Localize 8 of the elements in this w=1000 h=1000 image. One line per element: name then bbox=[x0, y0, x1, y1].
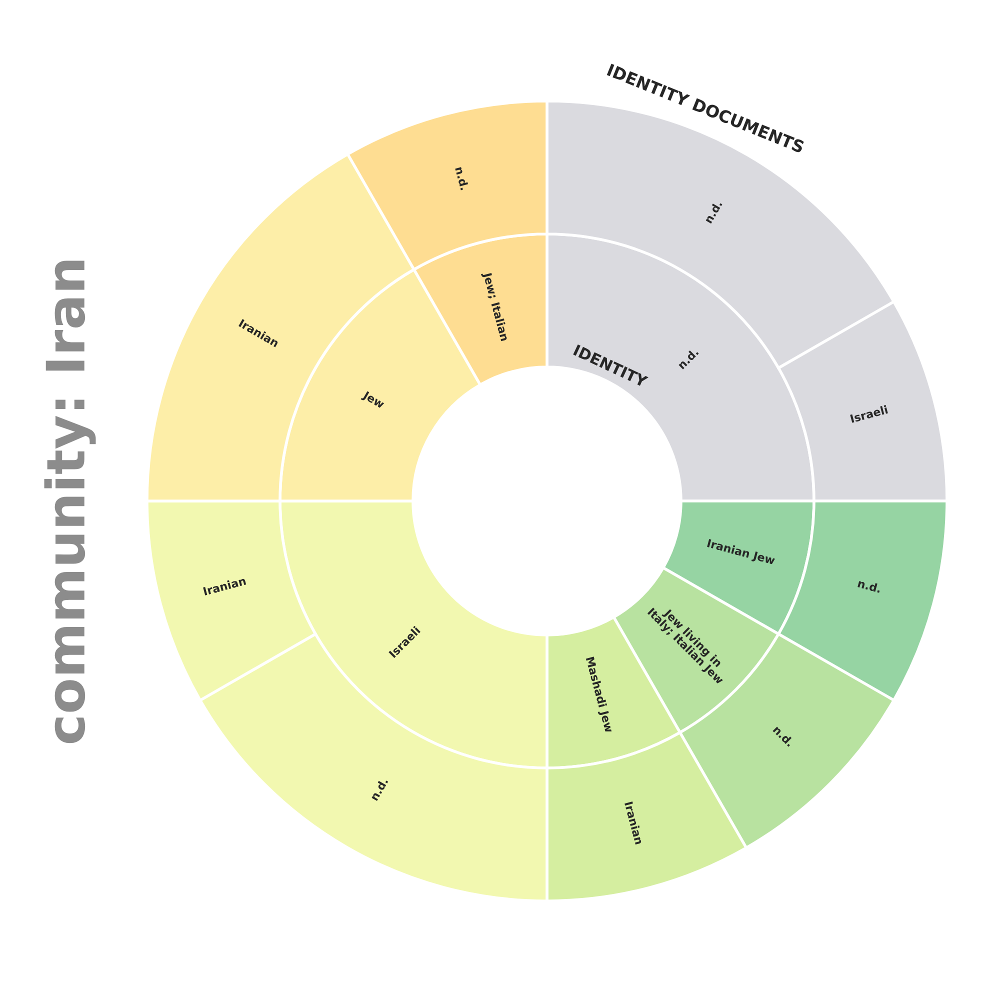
data-label: n.d. bbox=[455, 166, 470, 190]
data-label: n.d. bbox=[858, 578, 882, 593]
data-label: Israeli bbox=[850, 405, 888, 423]
data-label: Jew bbox=[360, 390, 386, 410]
data-label: Iranian bbox=[624, 801, 644, 845]
data-label: Iranian bbox=[203, 576, 246, 596]
data-label: Jew; Italian bbox=[480, 271, 510, 342]
text: community: Iran bbox=[44, 260, 96, 744]
